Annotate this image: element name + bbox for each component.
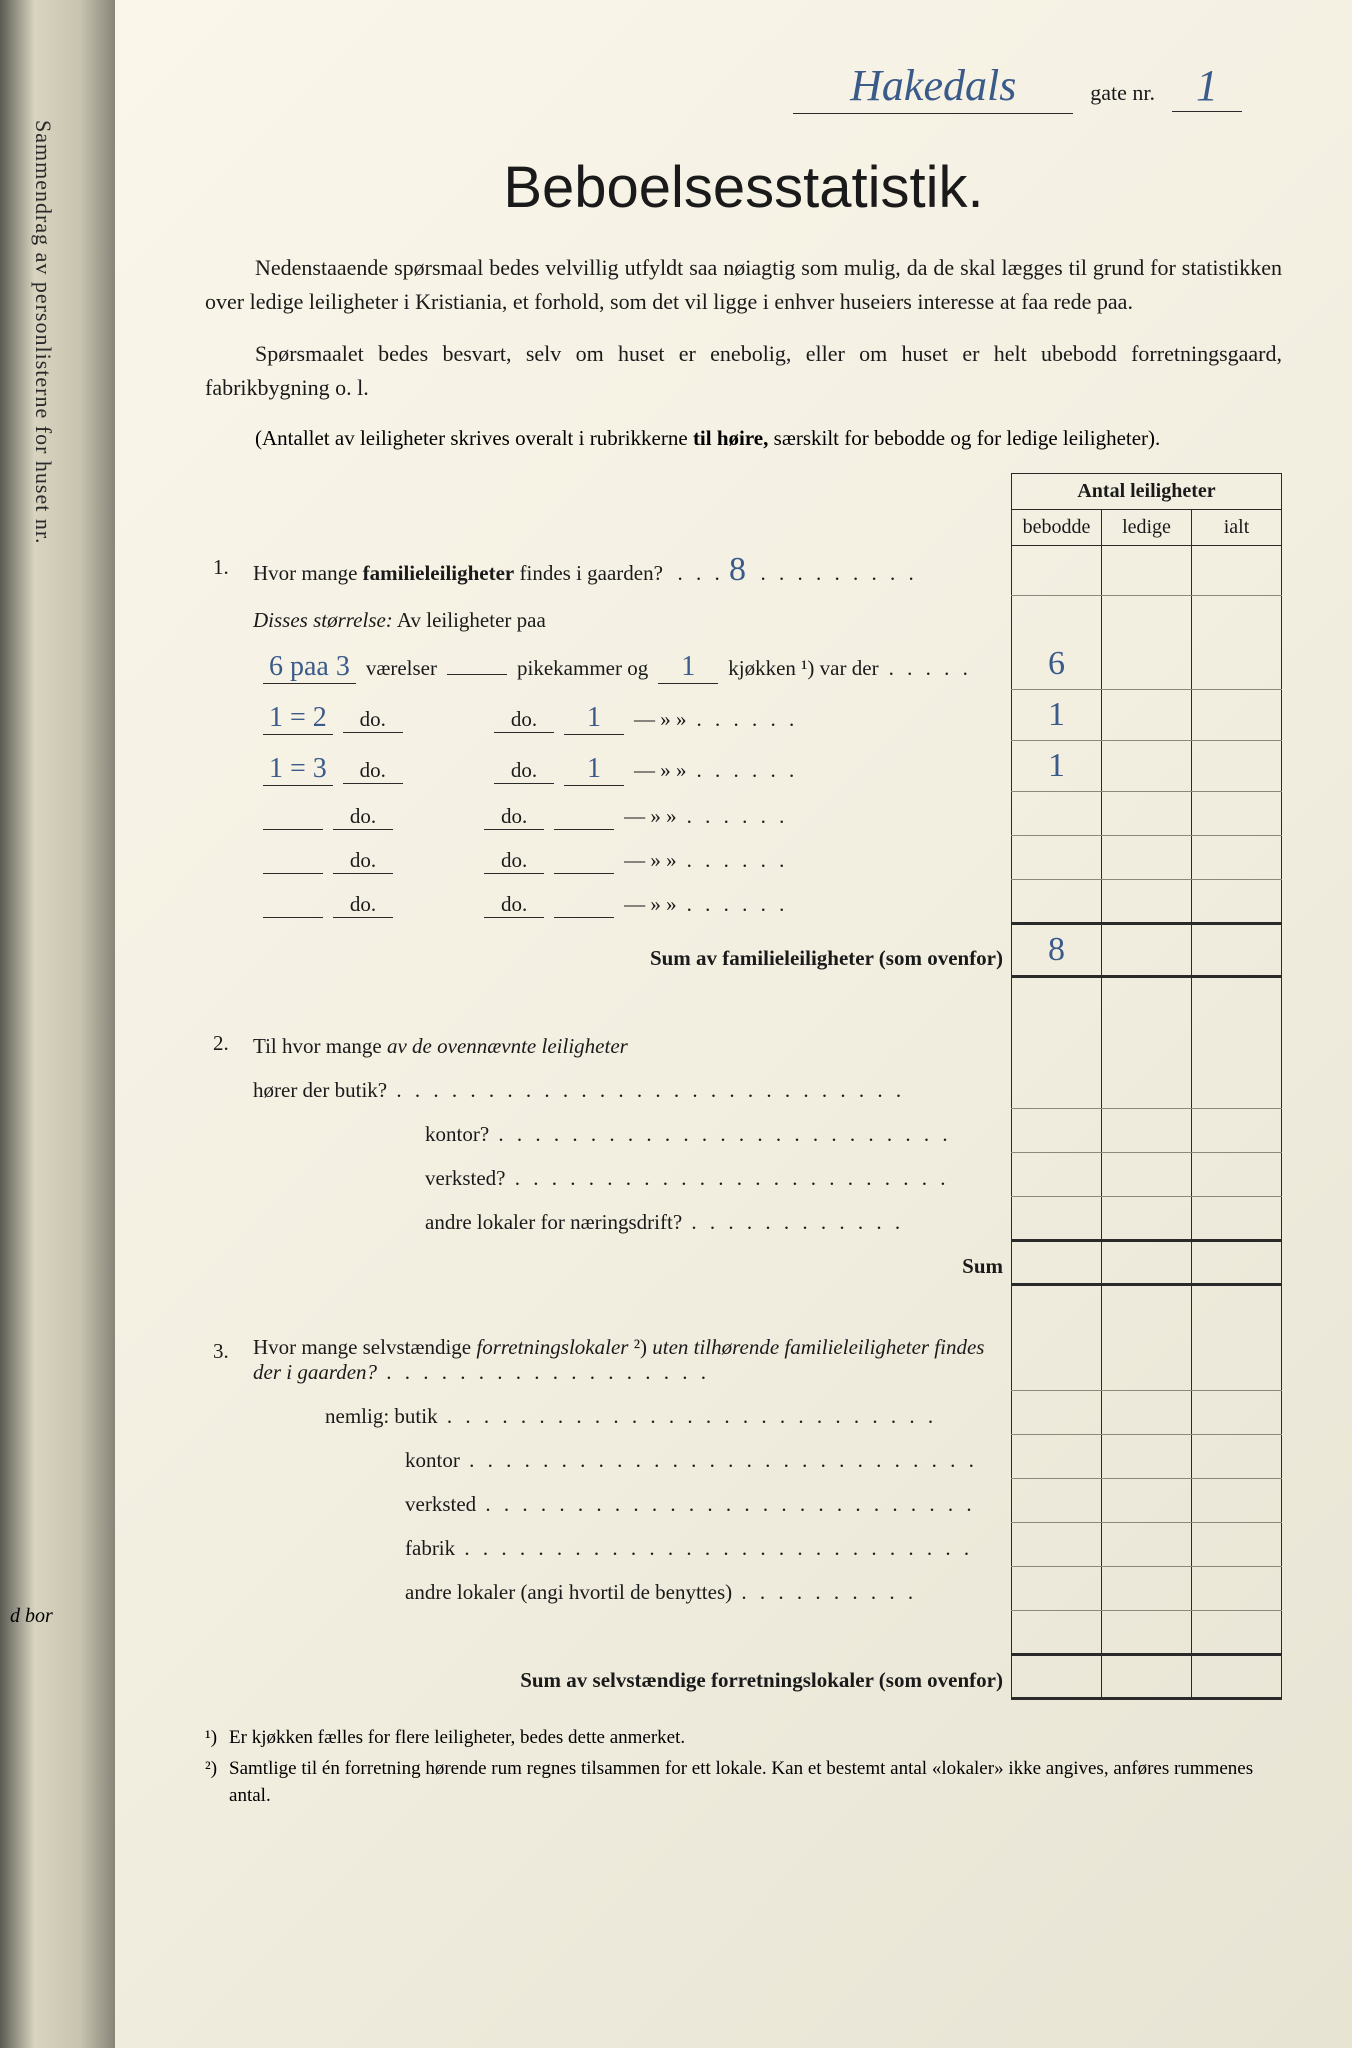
row1-bebodde: 6 (1048, 645, 1065, 682)
form-title: Beboelsesstatistik. (205, 154, 1282, 221)
form-page: Hakedals gate nr. 1 Beboelsesstatistik. … (115, 0, 1352, 2048)
size-row-3: 1 = 3 do. værelser do. 1 — » » . . . . .… (253, 753, 1003, 786)
size-row-6: do. værelser do. — » » . . . . . . (253, 892, 1003, 918)
size-row-4: do. værelser do. — » » . . . . . . (253, 804, 1003, 830)
size-row-2: 1 = 2 do. værelser do. 1 — » » . . . . .… (253, 702, 1003, 735)
q3-item-verksted: verksted . . . . . . . . . . . . . . . .… (245, 1479, 1012, 1523)
footnote-1-text: Er kjøkken fælles for flere leiligheter,… (229, 1725, 685, 1752)
statistics-table: Antal leiligheter bebodde ledige ialt 1.… (205, 473, 1282, 1701)
intro-3b: til høire, (693, 426, 768, 450)
size-row-5: do. værelser do. — » » . . . . . . (253, 848, 1003, 874)
q3-number: 3. (205, 1329, 245, 1391)
col-header-ledige: ledige (1102, 509, 1192, 545)
q2-text: Til hvor mange Til hvor mange av de oven… (245, 1021, 1012, 1065)
q3-text: Hvor mange selvstændige forretningslokal… (245, 1329, 1012, 1391)
q3-sum-label: Sum av selvstændige forretningslokaler (… (245, 1655, 1012, 1699)
footnote-2-num: ²) (205, 1756, 217, 1809)
intro-3c: særskilt for bebodde og for ledige leili… (768, 426, 1160, 450)
binding-side-text: Sammendrag av personlisterne for huset n… (30, 120, 56, 544)
header-address-line: Hakedals gate nr. 1 (205, 60, 1282, 114)
q1-sum-value: 8 (1048, 931, 1065, 968)
row3-bebodde: 1 (1048, 747, 1065, 784)
q2-number: 2. (205, 1021, 245, 1065)
q3-item-fabrik: fabrik . . . . . . . . . . . . . . . . .… (245, 1523, 1012, 1567)
col-header-group: Antal leiligheter (1012, 473, 1282, 509)
q1-inline-answer: 8 (729, 551, 746, 588)
q3-item-kontor: kontor . . . . . . . . . . . . . . . . .… (245, 1435, 1012, 1479)
intro-paragraph-1: Nedenstaaende spørsmaal bedes velvillig … (205, 251, 1282, 319)
row2-bebodde: 1 (1048, 696, 1065, 733)
intro-paragraph-2: Spørsmaalet bedes besvart, selv om huset… (205, 337, 1282, 405)
footnote-1-num: ¹) (205, 1725, 217, 1752)
footnotes: ¹) Er kjøkken fælles for flere leilighet… (205, 1725, 1282, 1809)
q1-sum-label: Sum av familieleiligheter (som ovenfor) (245, 924, 1012, 977)
q1-number: 1. (205, 545, 245, 595)
footnote-2-text: Samtlige til én forretning hørende rum r… (229, 1756, 1282, 1809)
street-name-field: Hakedals (793, 60, 1073, 114)
q1-subheading: Disses størrelse: Av leiligheter paa (245, 595, 1012, 639)
book-binding: Sammendrag av personlisterne for huset n… (0, 0, 115, 2048)
intro-3a: (Antallet av leiligheter skrives overalt… (255, 426, 693, 450)
intro-paragraph-3: (Antallet av leiligheter skrives overalt… (205, 423, 1282, 455)
q2-item-butik: hører der butik? . . . . . . . . . . . .… (245, 1065, 1012, 1109)
col-header-bebodde: bebodde (1012, 509, 1102, 545)
size-row-1: 6 paa 3 værelser pikekammer og 1 kjøkken… (253, 651, 1003, 684)
left-margin-fragment: d bor (10, 1605, 53, 1628)
q2-item-kontor: kontor? . . . . . . . . . . . . . . . . … (245, 1109, 1012, 1153)
gate-nr-label: gate nr. (1090, 80, 1155, 105)
col-header-ialt: ialt (1192, 509, 1282, 545)
q1-text: Hvor mange familieleiligheter findes i g… (245, 545, 1012, 595)
gate-number-field: 1 (1172, 60, 1242, 112)
q3-item-butik: nemlig: butik . . . . . . . . . . . . . … (245, 1391, 1012, 1435)
q2-item-verksted: verksted? . . . . . . . . . . . . . . . … (245, 1153, 1012, 1197)
q2-sum-label: Sum (245, 1241, 1012, 1285)
q3-item-andre: andre lokaler (angi hvortil de benyttes)… (245, 1567, 1012, 1611)
q2-item-andre: andre lokaler for næringsdrift? . . . . … (245, 1197, 1012, 1241)
